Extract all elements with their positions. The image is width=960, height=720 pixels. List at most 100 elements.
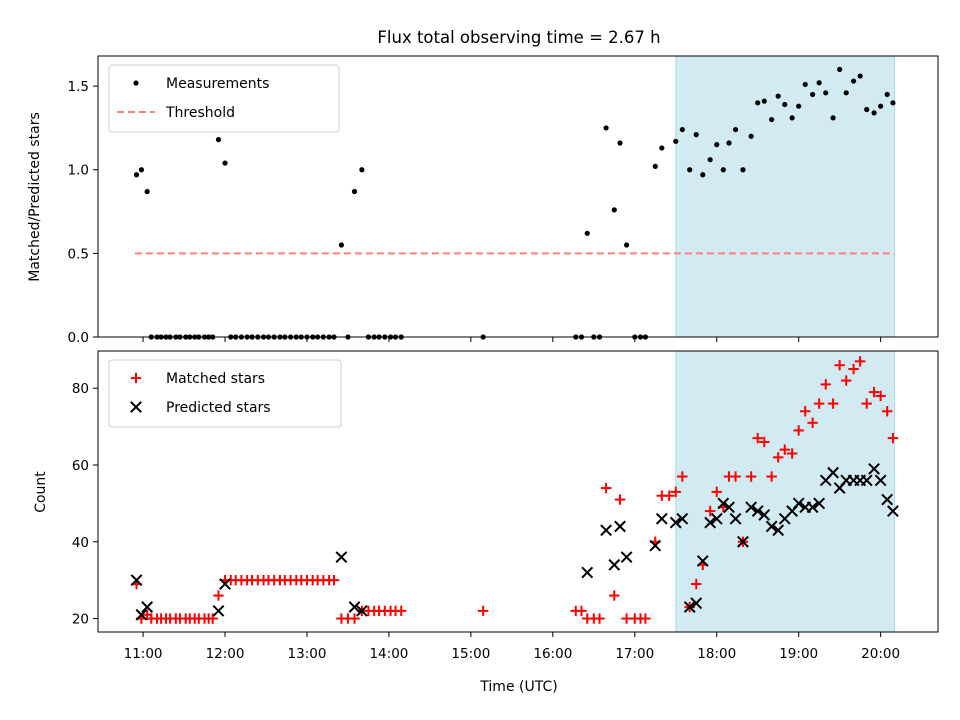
bottom-data-point <box>704 505 716 517</box>
bottom-data-point <box>751 505 764 517</box>
bottom-data-point <box>881 493 894 506</box>
top-data-point <box>830 115 836 121</box>
bottom-data-point <box>710 512 723 525</box>
top-data-point <box>714 142 720 148</box>
top-highlight-span <box>675 55 896 338</box>
bottom-data-point <box>683 601 696 613</box>
bottom-data-point <box>806 501 819 514</box>
bottom-data-point <box>772 524 785 537</box>
bottom-y-axis-label: Count <box>33 471 49 513</box>
top-data-point <box>850 78 857 84</box>
top-data-point <box>782 101 788 108</box>
bottom-data-point <box>887 432 899 444</box>
bottom-legend-swatch <box>130 372 142 384</box>
bottom-data-point <box>800 406 811 417</box>
top-y-tick-label: 1.0 <box>68 163 89 179</box>
top-legend-label: Threshold <box>165 105 235 121</box>
bottom-legend-swatch <box>130 401 142 413</box>
top-data-point <box>789 115 795 121</box>
bottom-data-point <box>135 608 148 621</box>
bottom-data-point <box>745 471 757 482</box>
top-data-point <box>673 138 679 144</box>
top-data-point <box>359 167 365 173</box>
top-data-point <box>761 98 767 104</box>
top-data-point <box>338 242 344 248</box>
bottom-data-point <box>677 471 688 482</box>
top-data-point <box>748 133 754 139</box>
top-data-point <box>740 167 746 173</box>
top-data-point <box>871 110 877 116</box>
bottom-data-point <box>730 471 741 482</box>
bottom-data-point <box>620 551 633 564</box>
chart-title: Flux total observing time = 2.67 h <box>377 28 660 47</box>
bottom-data-point <box>779 444 790 455</box>
bottom-legend: Matched stars Predicted stars <box>108 359 342 428</box>
bottom-x-tick-label: 12:00 <box>206 646 245 662</box>
bottom-x-tick-label: 17:00 <box>615 646 654 662</box>
top-data-point <box>726 140 732 146</box>
bottom-x-tick-label: 16:00 <box>533 646 572 662</box>
top-data-point <box>837 66 843 72</box>
bottom-data-point <box>655 512 668 525</box>
bottom-data-point <box>881 406 893 417</box>
top-y-tick-label: 0.5 <box>68 246 89 262</box>
bottom-data-point <box>219 578 231 590</box>
bottom-y-tick-label: 60 <box>72 458 89 474</box>
bottom-data-point <box>141 601 154 613</box>
bottom-data-point <box>704 516 717 529</box>
bottom-data-point <box>848 363 859 375</box>
bottom-data-point <box>690 597 703 610</box>
bottom-data-point <box>130 574 143 587</box>
x-axis-label: Time (UTC) <box>479 679 557 695</box>
bottom-data-point <box>640 613 651 624</box>
top-legend-label: Measurements <box>166 76 269 92</box>
bottom-data-point <box>820 379 831 390</box>
top-data-point <box>732 126 739 133</box>
top-data-point <box>775 93 781 99</box>
top-legend-swatch <box>133 80 139 86</box>
bottom-data-point <box>691 578 702 590</box>
bottom-data-point <box>328 574 340 586</box>
top-data-point <box>720 167 726 173</box>
top-data-point <box>890 100 896 106</box>
bottom-data-point <box>792 497 805 510</box>
bottom-data-point <box>861 398 872 409</box>
top-data-point <box>222 160 228 166</box>
bottom-data-point <box>854 356 866 367</box>
bottom-y-tick-label: 80 <box>72 381 89 397</box>
bottom-data-point <box>807 417 818 428</box>
bottom-data-point <box>477 605 489 617</box>
bottom-data-point <box>717 497 730 510</box>
bottom-x-tick-label: 18:00 <box>697 646 736 662</box>
bottom-series-1 <box>130 462 899 621</box>
top-data-point <box>611 207 617 213</box>
bottom-data-point <box>752 432 763 444</box>
top-data-point <box>138 167 145 173</box>
top-data-point <box>687 167 693 173</box>
bottom-data-point <box>600 482 612 494</box>
bottom-data-point <box>729 512 742 525</box>
bottom-data-point <box>600 524 613 537</box>
bottom-data-point <box>594 613 605 624</box>
top-data-point <box>878 103 884 109</box>
bottom-data-point <box>349 613 360 624</box>
bottom-data-point <box>841 375 852 386</box>
bottom-data-point <box>614 494 626 505</box>
bottom-x-tick-label: 13:00 <box>288 646 327 662</box>
bottom-x-tick-label: 20:00 <box>861 646 900 662</box>
top-data-point <box>603 125 609 131</box>
bottom-data-point <box>758 509 771 521</box>
bottom-data-point <box>887 505 899 517</box>
bottom-data-point <box>576 605 587 617</box>
bottom-legend-label: Predicted stars <box>166 400 271 416</box>
bottom-data-point <box>664 490 675 501</box>
bottom-highlight-span <box>675 350 896 633</box>
bottom-data-point <box>696 555 709 567</box>
bottom-data-point <box>793 425 804 436</box>
top-data-point <box>351 188 358 195</box>
top-axes-frame <box>97 55 939 338</box>
bottom-data-point <box>711 486 722 498</box>
bottom-data-point <box>213 590 224 601</box>
bottom-data-point <box>786 448 798 459</box>
